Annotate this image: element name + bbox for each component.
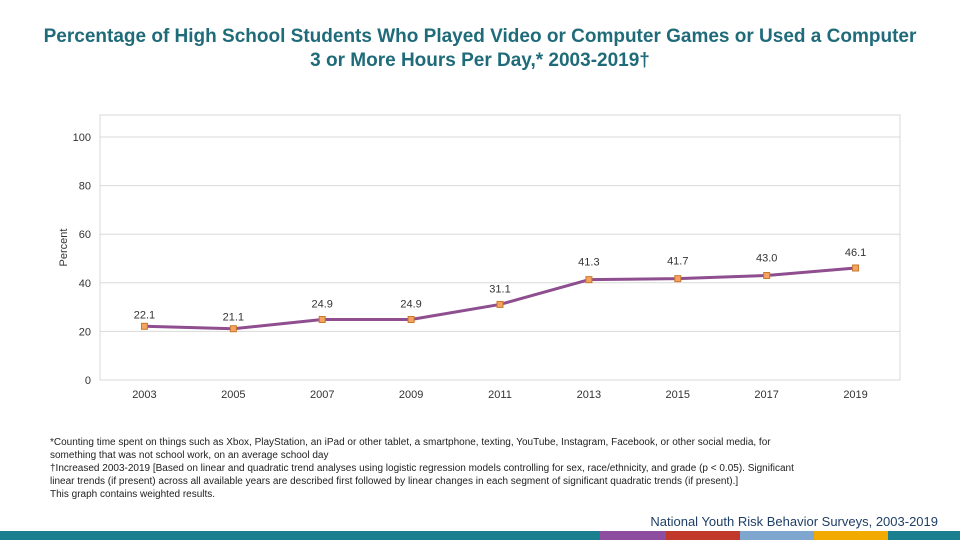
footnote-line: something that was not school work, on a…: [50, 450, 329, 461]
x-tick-label: 2005: [221, 389, 245, 400]
color-bar-segment: [814, 531, 888, 540]
footnote-line: †Increased 2003-2019 [Based on linear an…: [50, 463, 794, 474]
data-point: [585, 276, 593, 284]
color-bar-segment: [740, 531, 814, 540]
data-point: [852, 264, 860, 272]
chart-title: Percentage of High School Students Who P…: [0, 25, 960, 73]
color-bar-segment: [888, 531, 960, 540]
series-line: [144, 266, 856, 331]
color-bar-segment: [300, 531, 600, 540]
x-tick-label: 2013: [577, 389, 601, 400]
y-tick-label: 20: [79, 326, 91, 338]
footnote-line: linear trends (if present) across all av…: [50, 476, 739, 487]
data-label: 43.0: [756, 253, 777, 265]
data-label: 31.1: [489, 283, 510, 295]
plot-area-border: [99, 114, 901, 381]
data-label: 41.3: [578, 257, 599, 269]
data-point: [229, 325, 237, 333]
x-tick-label: 2019: [843, 389, 867, 400]
chart-title-line-1: Percentage of High School Students Who P…: [43, 26, 917, 47]
data-point: [763, 272, 771, 280]
y-tick-label: 0: [85, 375, 91, 387]
x-tick-label: 2011: [488, 389, 512, 400]
y-axis-label: Percent: [58, 229, 70, 267]
footnotes: *Counting time spent on things such as X…: [50, 436, 880, 501]
color-bar: [0, 531, 960, 540]
footnote-line: This graph contains weighted results.: [50, 489, 216, 500]
y-tick-label: 40: [79, 278, 91, 290]
source-credit: National Youth Risk Behavior Surveys, 20…: [650, 514, 938, 529]
chart-title-line-2: 3 or More Hours Per Day,* 2003-2019†: [310, 50, 650, 71]
x-tick-label: 2003: [132, 389, 156, 400]
data-label: 24.9: [312, 298, 333, 310]
x-tick-label: 2015: [666, 389, 690, 400]
footnote-line: *Counting time spent on things such as X…: [50, 437, 771, 448]
data-label: 41.7: [667, 256, 688, 268]
data-point: [407, 315, 415, 323]
y-tick-label: 80: [79, 181, 91, 193]
data-point: [496, 300, 504, 308]
color-bar-segment: [600, 531, 666, 540]
x-tick-label: 2017: [754, 389, 778, 400]
data-label: 21.1: [223, 312, 244, 324]
color-bar-segment: [666, 531, 740, 540]
x-tick-label: 2007: [310, 389, 334, 400]
y-tick-label: 60: [79, 229, 91, 241]
data-label: 22.1: [134, 309, 155, 321]
data-point: [140, 322, 148, 330]
y-tick-label: 100: [73, 132, 91, 144]
data-point: [674, 275, 682, 283]
line-chart: 0 20 40 60 80 100 Percent 2003 2005 2007 2009 2011 2…: [58, 114, 901, 400]
x-tick-label: 2009: [399, 389, 423, 400]
data-label: 46.1: [845, 247, 866, 259]
data-label: 24.9: [400, 298, 421, 310]
data-point: [318, 315, 326, 323]
color-bar-segment: [0, 531, 300, 540]
